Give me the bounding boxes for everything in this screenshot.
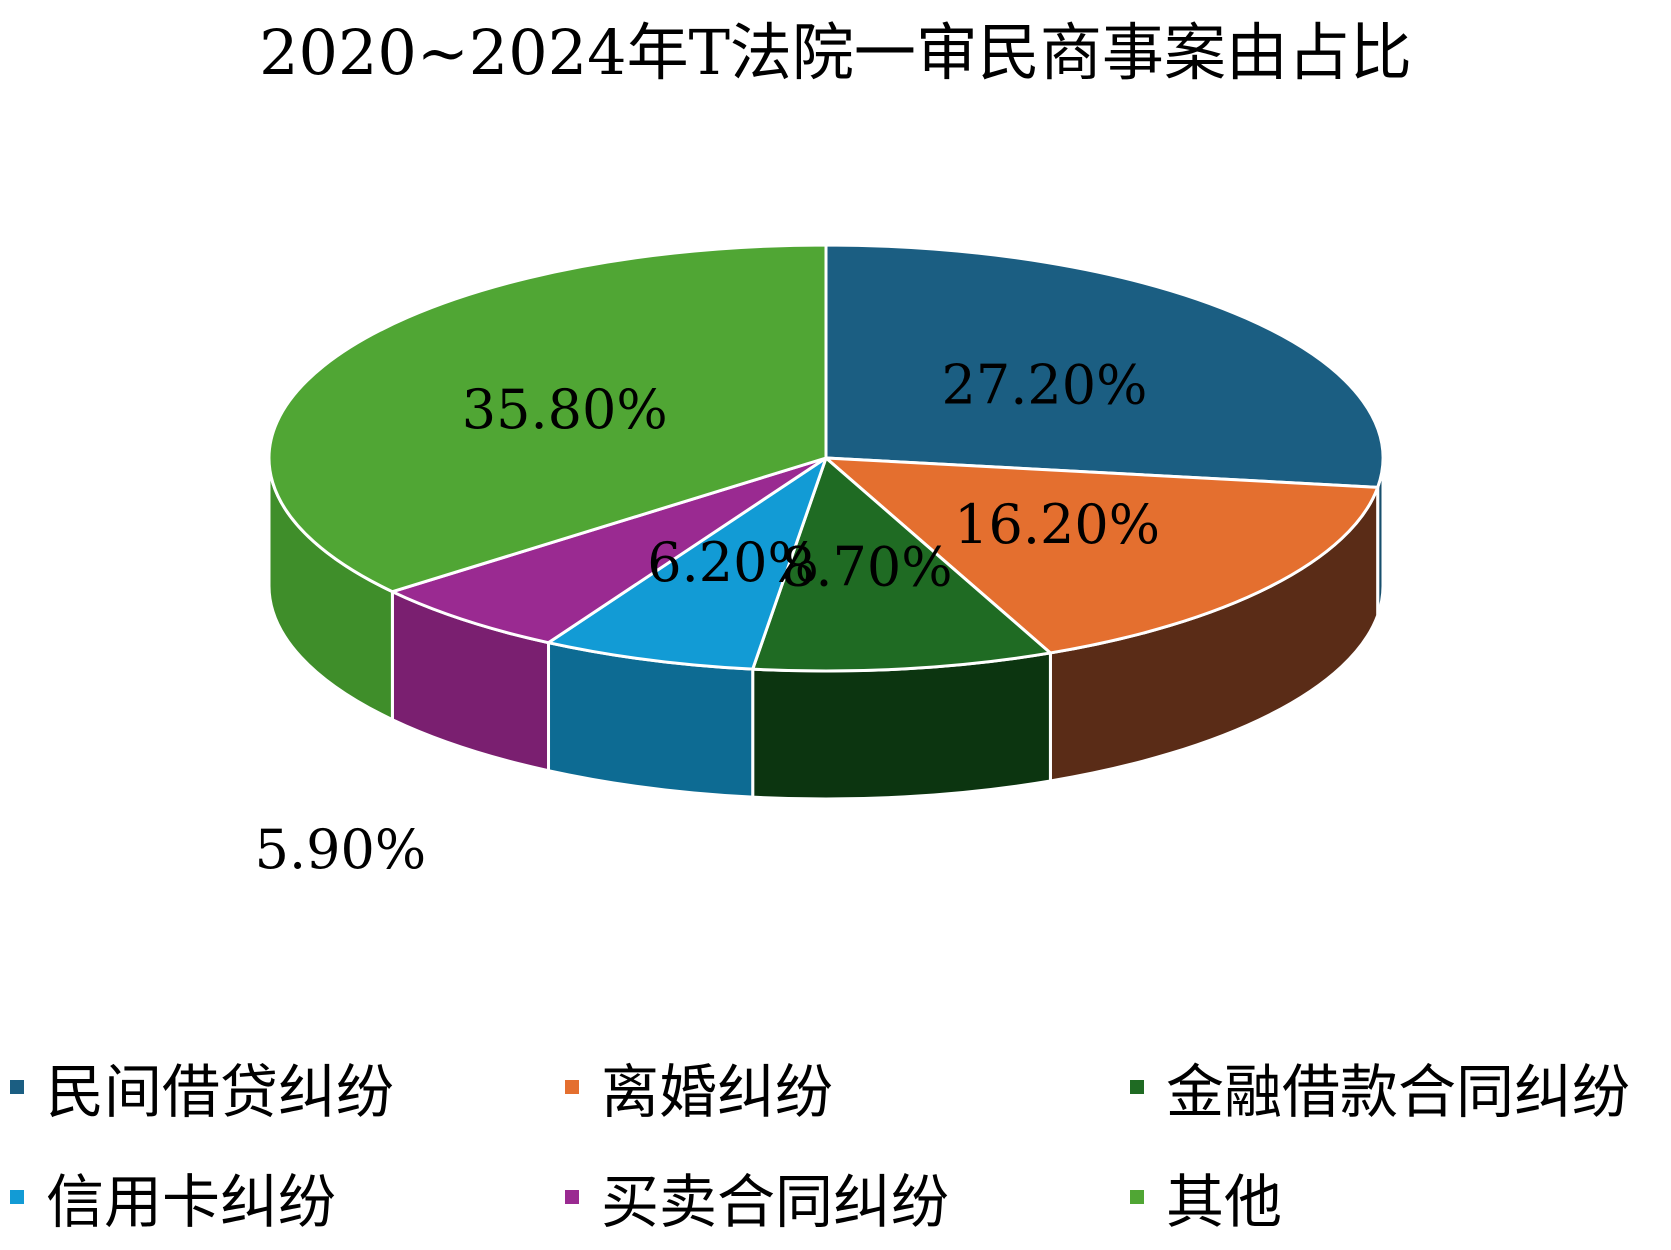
data-label-0: 27.20%: [942, 353, 1148, 416]
legend-label: 买卖合同纠纷: [601, 1168, 950, 1236]
pie-slice-1: [824, 456, 1380, 655]
legend-label: 民间借贷纠纷: [46, 1058, 395, 1126]
pie-slice-5: [267, 243, 828, 594]
pie-slice-4: [390, 456, 828, 645]
legend-swatch: [565, 1080, 579, 1094]
legend-swatch: [10, 1080, 24, 1094]
legend: 民间借贷纠纷 离婚纠纷 金融借款合同纠纷 信用卡纠纷 买卖合同纠纷 其他: [0, 1045, 1671, 1250]
pie-chart: 27.20% 16.20%8.70%6.20% 5.90% 35.80%: [255, 243, 1385, 881]
data-label-4: 5.90%: [255, 818, 427, 881]
legend-label: 信用卡纠纷: [46, 1168, 337, 1236]
legend-item-minjian: 民间借贷纠纷: [10, 1045, 394, 1129]
chart-title: 2020~2024年T法院一审民商事案由占比: [259, 16, 1412, 89]
legend-swatch: [10, 1190, 24, 1204]
legend-item-maimai: 买卖合同纠纷: [565, 1155, 949, 1239]
legend-swatch: [565, 1190, 579, 1204]
legend-item-xinyongka: 信用卡纠纷: [10, 1155, 336, 1239]
data-label-1: 16.20%: [954, 493, 1160, 556]
legend-label: 金融借款合同纠纷: [1166, 1058, 1631, 1126]
pie-slice-side-2: [751, 651, 1052, 801]
pie-slice-2: [751, 456, 1052, 673]
legend-item-qita: 其他: [1130, 1155, 1282, 1239]
legend-item-jinrong: 金融借款合同纠纷: [1130, 1045, 1630, 1129]
legend-swatch: [1130, 1190, 1144, 1204]
pie-slice-0: [824, 243, 1385, 489]
data-label-5: 35.80%: [462, 378, 668, 441]
pie-slice-3: [547, 456, 828, 671]
data-label-3: 6.20%: [647, 531, 819, 594]
legend-swatch: [1130, 1080, 1144, 1094]
legend-label: 其他: [1166, 1168, 1283, 1236]
legend-item-lihun: 离婚纠纷: [565, 1045, 833, 1129]
legend-label: 离婚纠纷: [601, 1058, 834, 1126]
data-label-2: 8.70%: [781, 536, 953, 599]
